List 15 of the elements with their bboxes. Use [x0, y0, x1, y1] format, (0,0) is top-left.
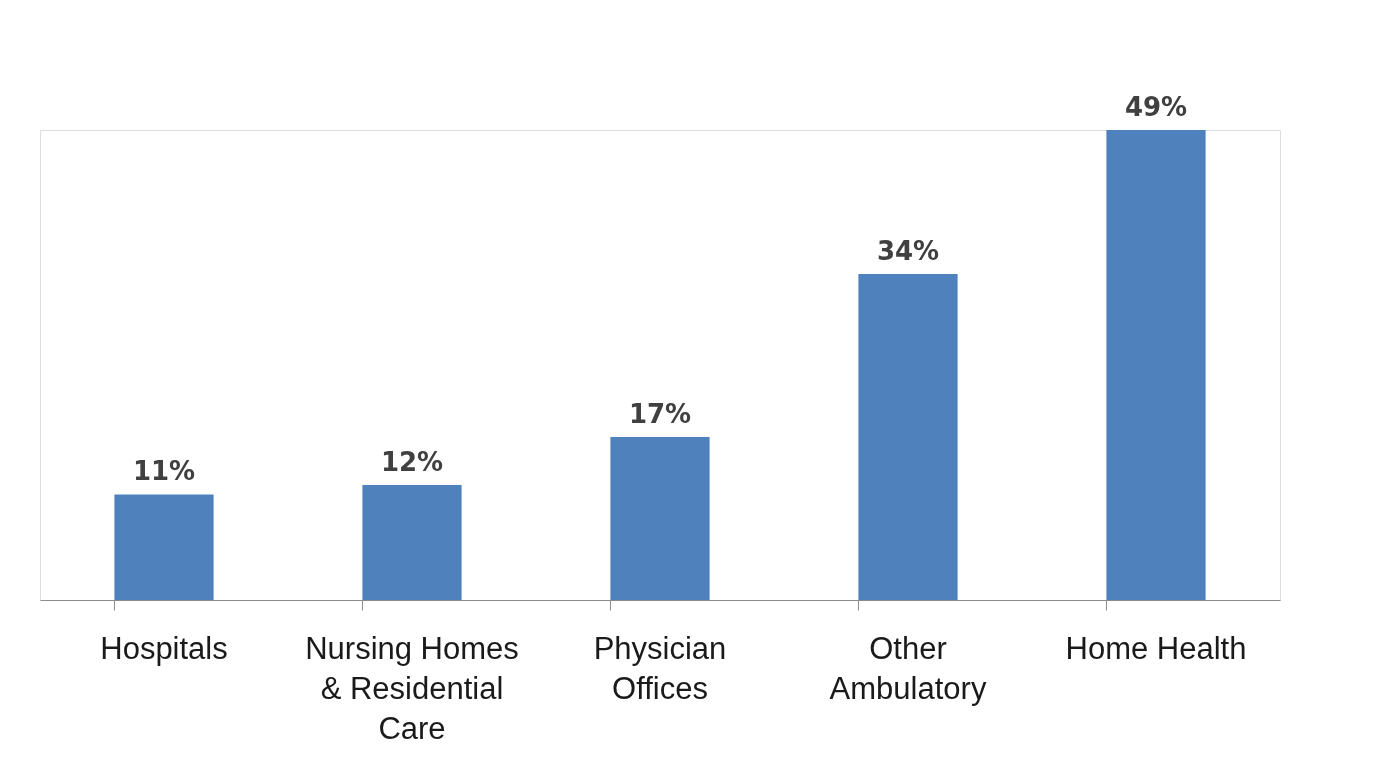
x-tick-label: Other Ambulatory	[829, 631, 987, 706]
bar	[858, 273, 958, 600]
data-label: 34%	[876, 235, 940, 266]
bar	[1106, 130, 1206, 600]
data-label: 12%	[380, 446, 444, 477]
x-tick-label: Home Health	[1065, 631, 1247, 666]
bar	[362, 484, 462, 600]
bar	[114, 494, 214, 600]
x-tick-label: Physician Offices	[593, 631, 727, 706]
data-label: 49%	[1124, 92, 1188, 122]
data-label: 17%	[628, 398, 692, 429]
bar	[610, 436, 710, 600]
x-tick-label: Nursing Homes & Residential Care	[305, 631, 519, 746]
data-label: 11%	[132, 456, 196, 487]
x-tick-label: Hospitals	[100, 631, 228, 666]
